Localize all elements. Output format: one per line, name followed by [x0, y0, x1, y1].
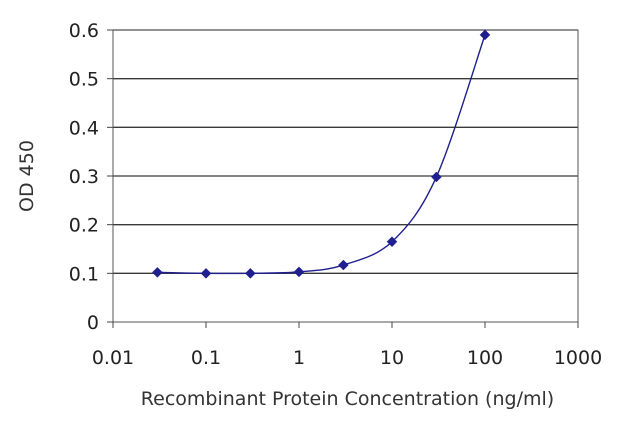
x-tick-label: 100 — [467, 347, 503, 369]
y-tick-label: 0 — [87, 312, 99, 334]
y-tick-label: 0.2 — [69, 215, 99, 237]
x-tick-label: 1 — [293, 347, 305, 369]
series-line — [157, 34, 486, 275]
x-axis-title: Recombinant Protein Concentration (ng/ml… — [141, 388, 554, 410]
data-point — [431, 171, 442, 183]
data-point — [479, 29, 491, 41]
data-point — [245, 267, 256, 279]
data-point — [338, 259, 349, 271]
x-axis: 0.01 0.1 1 10 100 1000 — [92, 322, 602, 369]
data-point — [152, 267, 163, 278]
data-point — [293, 266, 305, 278]
data-point — [200, 267, 212, 279]
x-tick-label: 0.01 — [92, 347, 134, 369]
data-point — [386, 236, 398, 248]
y-tick-label: 0.3 — [69, 166, 99, 188]
y-tick-label: 0.4 — [69, 117, 99, 139]
x-tick-label: 1000 — [554, 347, 602, 369]
y-axis: 0 0.1 0.2 0.3 0.4 0.5 0.6 — [69, 20, 113, 334]
grid-lines — [113, 29, 578, 274]
y-tick-label: 0.1 — [69, 263, 99, 285]
y-axis-title: OD 450 — [16, 140, 38, 212]
x-tick-label: 10 — [380, 347, 404, 369]
y-tick-label: 0.6 — [69, 20, 99, 42]
series-markers — [152, 29, 491, 279]
x-tick-label: 0.1 — [191, 347, 221, 369]
y-tick-label: 0.5 — [69, 69, 99, 91]
